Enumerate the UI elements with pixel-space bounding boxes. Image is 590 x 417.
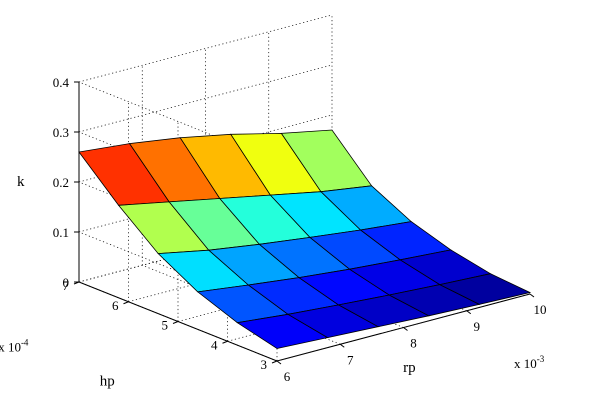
- y-tick-label: 7: [63, 278, 70, 293]
- x-tick-mark: [276, 360, 282, 365]
- y-tick-mark: [222, 340, 228, 344]
- side-wall-grid-z: [78, 81, 278, 162]
- x-tick-label: 7: [347, 352, 354, 367]
- y-tick-label: 6: [112, 298, 119, 313]
- x-axis-multiplier: x 10-3: [514, 354, 545, 371]
- x-tick-mark: [529, 293, 535, 298]
- z-tick-label: 0.1: [53, 225, 69, 240]
- z-tick-label: 0.3: [53, 125, 69, 140]
- x-tick-label: 9: [474, 319, 481, 334]
- z-tick-label: 0.4: [53, 75, 70, 90]
- x-tick-label: 6: [284, 369, 291, 384]
- surface-patch: [438, 273, 532, 305]
- y-tick-label: 5: [162, 318, 169, 333]
- z-tick-label: 0: [63, 275, 70, 290]
- y-tick-mark: [172, 321, 179, 324]
- y-axis-multiplier: x 10-4: [0, 338, 29, 355]
- y-tick-mark: [123, 301, 129, 305]
- z-axis-label: k: [17, 174, 25, 190]
- y-tick-label: 3: [261, 357, 268, 372]
- y-tick-mark: [271, 360, 278, 364]
- x-tick-mark: [403, 327, 408, 331]
- x-tick-label: 8: [410, 336, 417, 351]
- x-tick-mark: [339, 343, 345, 348]
- z-tick-label: 0.2: [53, 175, 69, 190]
- x-axis-label: rp: [403, 360, 416, 376]
- y-axis-label: hp: [100, 373, 115, 389]
- x-tick-label: 10: [534, 302, 547, 317]
- x-tick-mark: [466, 310, 472, 315]
- surface: [78, 129, 532, 349]
- y-tick-label: 4: [211, 337, 218, 352]
